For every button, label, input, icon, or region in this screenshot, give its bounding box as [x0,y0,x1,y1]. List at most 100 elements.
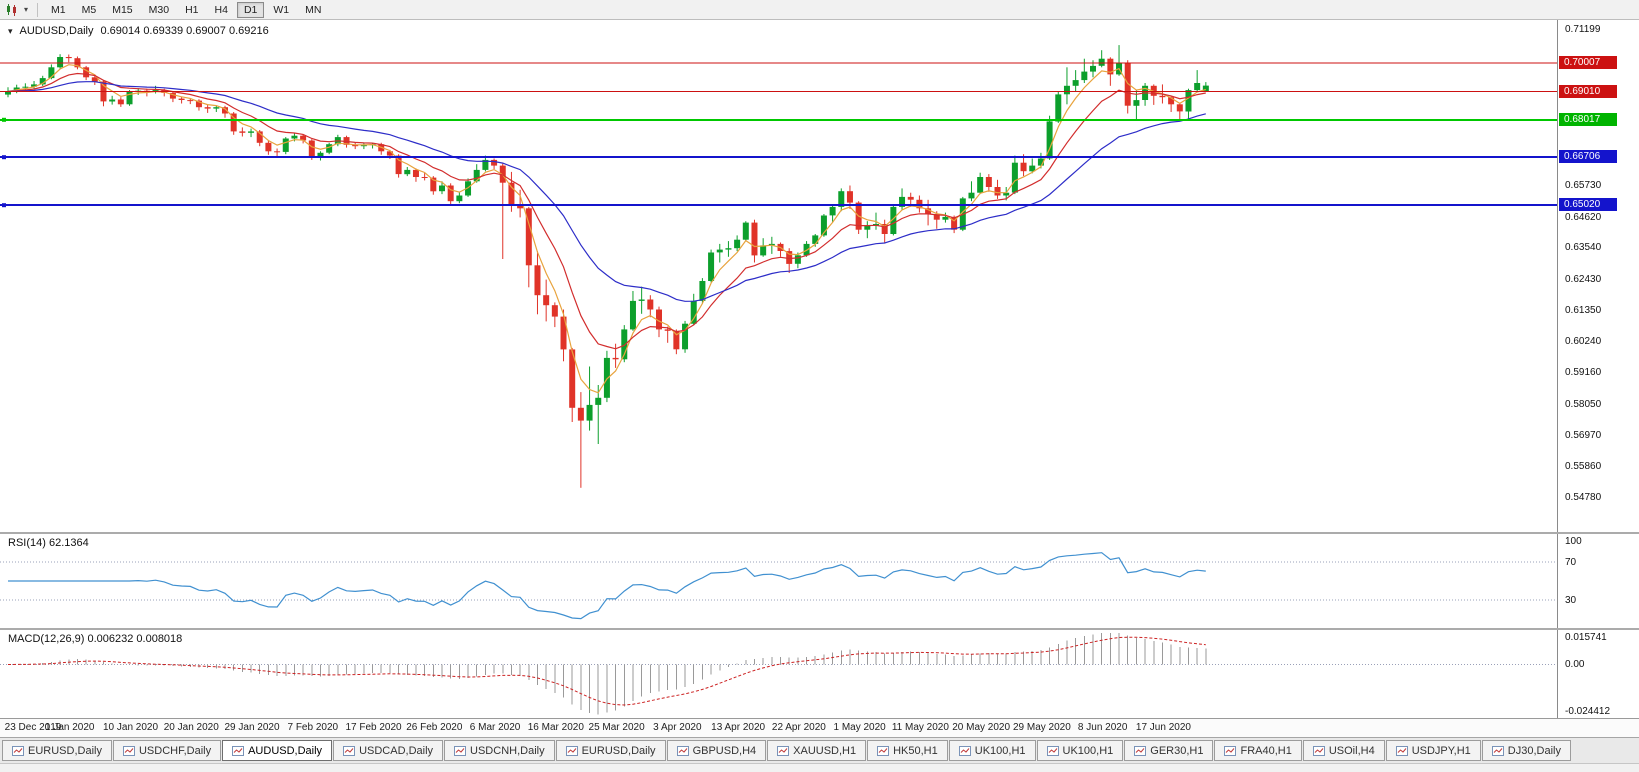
timeframe-button-h4[interactable]: H4 [214,3,228,16]
candle-body [1029,165,1036,172]
candle-body [543,295,550,306]
main-chart-pane[interactable]: ▾ AUDUSD,Daily 0.69014 0.69339 0.69007 0… [0,20,1557,532]
rsi-line [8,552,1206,620]
one-click-trading-toggle[interactable]: ▾ [8,25,13,36]
timeframe-button-m30[interactable]: M30 [148,3,170,16]
tab-chart-icon [1046,745,1059,756]
chart-tab-uk100-h1[interactable]: UK100,H1 [948,740,1036,761]
tab-label: GER30,H1 [1150,744,1204,757]
chart-tab-xauusd-h1[interactable]: XAUUSD,H1 [767,740,867,761]
candle-body [786,251,793,264]
main-chart-canvas[interactable] [0,20,1557,532]
candle-body [291,135,298,139]
tab-chart-icon [343,745,356,756]
chart-tab-uk100-h1[interactable]: UK100,H1 [1036,740,1124,761]
candle-body [274,151,281,153]
candle-body [430,177,437,192]
pane-separator[interactable] [0,628,1639,630]
chart-tab-usdchf-daily[interactable]: USDCHF,Daily [112,740,222,761]
candle-body [482,159,489,170]
candle-body [248,131,255,133]
candle-body [890,206,897,234]
date-label: 10 Jan 2020 [102,722,159,733]
candle-body [690,300,697,324]
chart-tab-usdjpy-h1[interactable]: USDJPY,H1 [1385,740,1481,761]
candle-body [534,265,541,296]
hline-handle[interactable] [2,155,6,160]
chart-tab-dj30-daily[interactable]: DJ30,Daily [1481,740,1571,761]
candle-body [925,208,932,214]
tab-label: USOil,H4 [1328,744,1375,757]
timeframe-button-m5[interactable]: M5 [81,3,97,16]
candle-body [178,98,185,100]
candle-body [638,299,645,301]
dropdown-caret-icon[interactable]: ▾ [24,5,29,14]
candle-body [456,195,463,202]
candle-body [716,249,723,253]
date-label: 1 Jan 2020 [45,722,95,733]
date-axis[interactable]: 23 Dec 2019 1 Jan 2020 10 Jan 2020 20 Jan 2… [0,718,1639,737]
tab-chart-icon [1134,745,1147,756]
chart-tab-usoil-h4[interactable]: USOil,H4 [1302,740,1385,761]
date-label: 7 Feb 2020 [287,722,339,733]
pane-separator[interactable] [0,532,1639,534]
candle-body [907,196,914,200]
timeframe-button-m15[interactable]: M15 [112,3,133,16]
candle-body [951,216,958,230]
macd-axis-label: -0.024412 [1565,706,1611,717]
candle-body [612,357,619,360]
candle-body [395,155,402,175]
candles-series [5,45,1209,488]
timeframe-button-m1[interactable]: M1 [51,3,66,16]
chart-tab-audusd-daily[interactable]: AUDUSD,Daily [222,740,333,761]
tab-label: UK100,H1 [974,744,1026,757]
chart-type-icon[interactable] [0,3,23,17]
price-line-marker: 0.66706 [1559,150,1617,163]
macd-axis-label: 0.015741 [1565,632,1607,643]
ma-line-4 [7,64,1206,394]
chart-tab-hk50-h1[interactable]: HK50,H1 [867,740,948,761]
price-tick-label: 0.59160 [1565,367,1602,378]
chart-tab-bar: EURUSD,Daily USDCHF,Daily AUDUSD,Daily USDC… [0,737,1639,763]
hline-handle[interactable] [2,203,6,208]
candle-body [656,309,662,330]
date-label: 13 Apr 2020 [711,722,766,733]
timeframe-button-d1[interactable]: D1 [236,1,265,18]
macd-pane[interactable]: MACD(12,26,9) 0.006232 0.008018 [0,630,1557,718]
candle-body [577,407,584,421]
chart-tab-ger30-h1[interactable]: GER30,H1 [1124,740,1214,761]
macd-canvas[interactable] [0,630,1557,718]
price-axis[interactable]: 0.711990.679300.657300.646200.635400.624… [1557,20,1639,718]
candle-body [126,91,133,105]
candle-body [551,305,558,317]
candle-body [664,329,671,331]
candle-body [647,299,654,310]
rsi-axis-label: 70 [1565,557,1577,568]
price-tick-label: 0.63540 [1565,242,1602,253]
date-label: 29 Jan 2020 [224,722,280,733]
date-label: 8 Jun 2020 [1077,722,1128,733]
rsi-canvas[interactable] [0,534,1557,628]
timeframe-button-w1[interactable]: W1 [273,3,290,16]
date-label: 17 Jun 2020 [1135,722,1191,733]
rsi-pane[interactable]: RSI(14) 62.1364 [0,534,1557,628]
timeframe-button-mn[interactable]: MN [305,3,322,16]
hline-handle[interactable] [2,117,6,122]
ma-line-10 [7,72,1206,350]
chart-tab-eurusd-daily[interactable]: EURUSD,Daily [555,740,666,761]
timeframe-button-h1[interactable]: H1 [185,3,199,16]
chart-tab-fra40-h1[interactable]: FRA40,H1 [1214,740,1302,761]
chart-tab-usdcad-daily[interactable]: USDCAD,Daily [333,740,444,761]
candle-body [195,100,202,108]
chart-tab-usdcnh-daily[interactable]: USDCNH,Daily [444,740,555,761]
chart-title: ▾ AUDUSD,Daily 0.69014 0.69339 0.69007 0… [8,25,269,37]
candle-body [39,78,46,85]
chart-tab-eurusd-daily[interactable]: EURUSD,Daily [2,740,112,761]
candle-body [794,255,801,264]
date-label: 20 Jan 2020 [163,722,219,733]
candle-body [994,187,1001,196]
tab-label: FRA40,H1 [1240,744,1292,757]
chart-tab-gbpusd-h4[interactable]: GBPUSD,H4 [666,740,767,761]
chart-symbol-label: AUDUSD,Daily [19,25,94,37]
candle-body [1168,97,1175,105]
